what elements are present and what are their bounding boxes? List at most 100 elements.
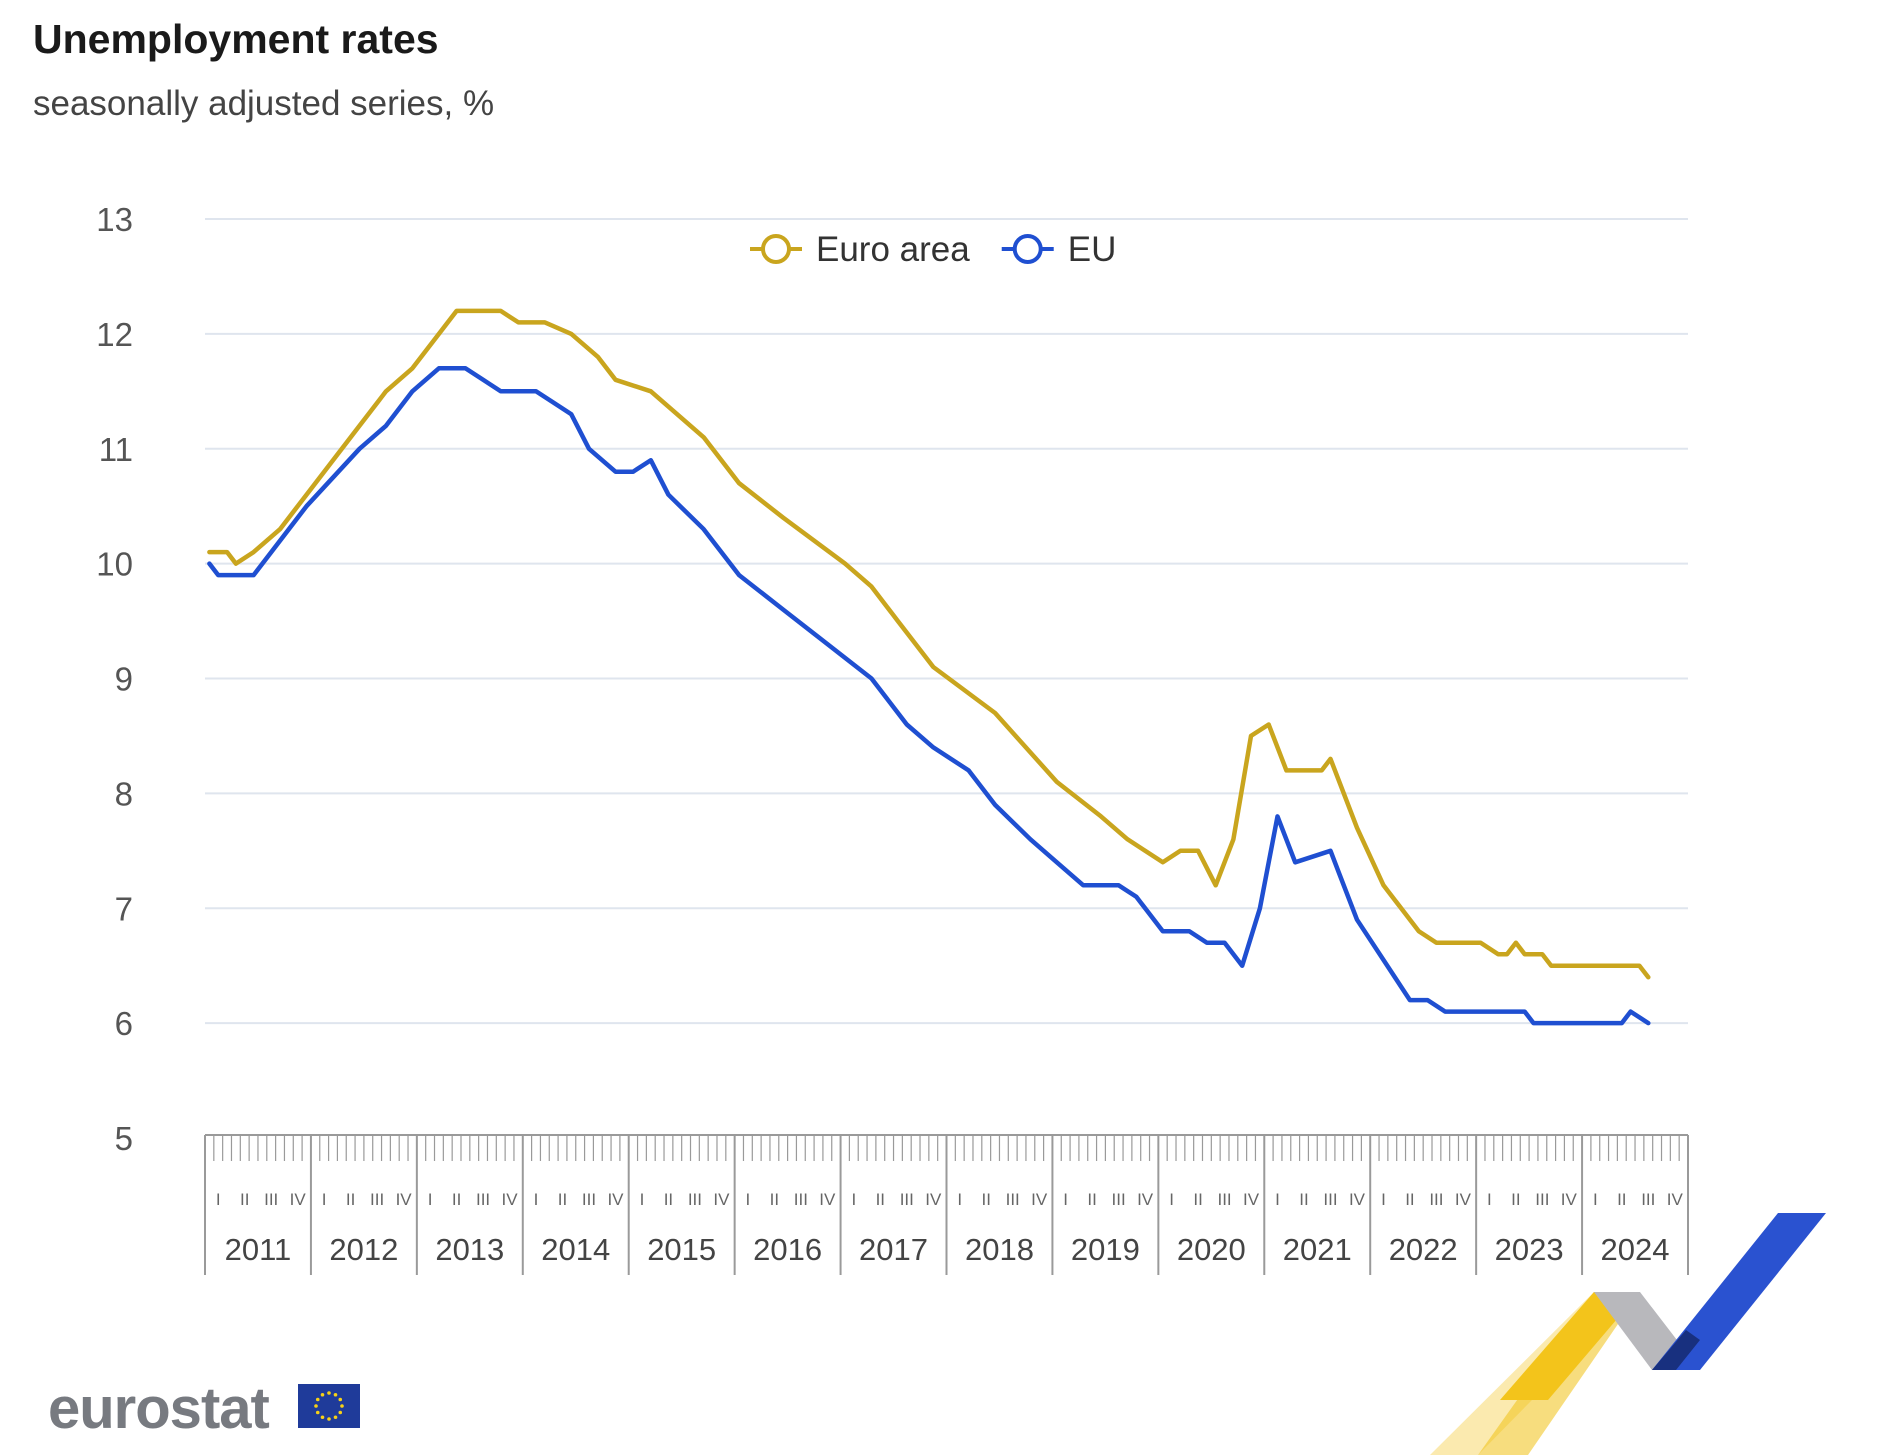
quarter-tick-label: I [322, 1190, 327, 1209]
eurostat-ribbon-decoration [1430, 1213, 1826, 1455]
eurostat-logo: eurostat [48, 1376, 270, 1441]
quarter-tick-label: II [1617, 1190, 1626, 1209]
y-tick-label: 13 [96, 201, 133, 238]
year-tick-label: 2023 [1495, 1232, 1564, 1267]
year-tick-label: 2012 [329, 1232, 398, 1267]
quarter-tick-label: III [1535, 1190, 1549, 1209]
eu-flag-stars [314, 1391, 344, 1421]
y-tick-label: 6 [115, 1005, 133, 1042]
quarter-tick-label: II [240, 1190, 249, 1209]
quarter-tick-label: IV [1349, 1190, 1366, 1209]
year-tick-label: 2011 [225, 1232, 292, 1267]
quarter-tick-label: III [370, 1190, 384, 1209]
quarter-tick-label: III [1112, 1190, 1126, 1209]
chart-title: Unemployment rates [33, 16, 439, 62]
quarter-tick-label: II [346, 1190, 355, 1209]
quarter-tick-label: IV [1031, 1190, 1048, 1209]
year-tick-label: 2015 [647, 1232, 716, 1267]
quarter-tick-label: III [582, 1190, 596, 1209]
quarter-tick-label: I [1381, 1190, 1386, 1209]
quarter-tick-label: IV [1561, 1190, 1578, 1209]
flag-star [327, 1417, 331, 1421]
legend-item[interactable]: Euro area [750, 230, 970, 269]
quarter-tick-label: I [534, 1190, 539, 1209]
year-tick-label: 2022 [1389, 1232, 1458, 1267]
year-tick-label: 2020 [1177, 1232, 1246, 1267]
quarter-tick-label: I [640, 1190, 645, 1209]
series-line-eu [207, 366, 1651, 1026]
quarter-tick-label: III [476, 1190, 490, 1209]
y-tick-label: 5 [115, 1120, 133, 1157]
quarter-tick-label: I [851, 1190, 856, 1209]
quarter-tick-label: III [1641, 1190, 1655, 1209]
quarter-tick-label: IV [396, 1190, 413, 1209]
year-tick-label: 2016 [753, 1232, 822, 1267]
quarter-tick-label: II [1193, 1190, 1202, 1209]
quarter-tick-label: II [452, 1190, 461, 1209]
flag-star [338, 1410, 343, 1415]
flag-star [315, 1397, 320, 1402]
flag-star [338, 1397, 343, 1402]
quarter-tick-label: II [1299, 1190, 1308, 1209]
legend-marker [761, 234, 791, 264]
quarter-tick-label: IV [1243, 1190, 1260, 1209]
quarter-tick-label: I [1169, 1190, 1174, 1209]
flag-star [340, 1404, 344, 1408]
y-tick-label: 7 [115, 890, 133, 927]
flag-star [320, 1415, 325, 1420]
ribbon-yellow [1500, 1292, 1640, 1400]
chart-subtitle: seasonally adjusted series, % [33, 84, 495, 123]
quarter-tick-label: III [1006, 1190, 1020, 1209]
quarter-tick-label: III [1323, 1190, 1337, 1209]
quarter-tick-label: III [900, 1190, 914, 1209]
quarter-tick-label: IV [819, 1190, 836, 1209]
year-tick-label: 2013 [435, 1232, 504, 1267]
quarter-tick-label: I [1593, 1190, 1598, 1209]
year-tick-label: 2014 [541, 1232, 610, 1267]
quarter-tick-label: I [746, 1190, 751, 1209]
quarter-tick-label: IV [925, 1190, 942, 1209]
series-lines [207, 308, 1651, 1026]
quarter-tick-label: IV [1137, 1190, 1154, 1209]
legend-label: Euro area [816, 230, 970, 269]
eu-flag-icon [298, 1384, 360, 1428]
ribbon-blue-shade [1652, 1330, 1700, 1370]
y-tick-label: 9 [115, 661, 133, 698]
flag-star [315, 1410, 320, 1415]
year-tick-label: 2017 [859, 1232, 928, 1267]
flag-star [333, 1415, 338, 1420]
quarter-tick-label: I [428, 1190, 433, 1209]
quarter-tick-label: II [981, 1190, 990, 1209]
legend-marker [1012, 234, 1043, 264]
series-line-euro-area [207, 308, 1651, 980]
quarter-tick-label: I [957, 1190, 962, 1209]
quarter-tick-label: II [664, 1190, 673, 1209]
y-axis: 5 6 7 8 9 10 11 12 13 [96, 201, 133, 1157]
year-tick-label: 2018 [965, 1232, 1034, 1267]
y-tick-label: 11 [99, 431, 133, 468]
quarter-tick-label: III [794, 1190, 808, 1209]
ribbon-blue [1652, 1213, 1826, 1370]
legend[interactable]: Euro area EU [750, 230, 1116, 269]
year-tick-label: 2019 [1071, 1232, 1140, 1267]
flag-star [327, 1391, 331, 1395]
quarter-tick-label: I [1487, 1190, 1492, 1209]
y-tick-label: 12 [96, 316, 133, 353]
quarter-tick-label: III [1217, 1190, 1231, 1209]
quarter-tick-label: III [1429, 1190, 1443, 1209]
quarter-tick-label: I [1275, 1190, 1280, 1209]
legend-item[interactable]: EU [1001, 230, 1117, 269]
flag-star [333, 1392, 338, 1397]
quarter-tick-label: II [1511, 1190, 1520, 1209]
quarter-tick-label: I [216, 1190, 221, 1209]
flag-star [320, 1392, 325, 1397]
quarter-tick-label: IV [502, 1190, 519, 1209]
gridlines [205, 218, 1688, 1025]
flag-star [314, 1404, 318, 1408]
quarter-tick-label: II [1087, 1190, 1096, 1209]
quarter-tick-label: III [264, 1190, 278, 1209]
quarter-tick-label: II [876, 1190, 885, 1209]
quarter-tick-label: II [558, 1190, 567, 1209]
